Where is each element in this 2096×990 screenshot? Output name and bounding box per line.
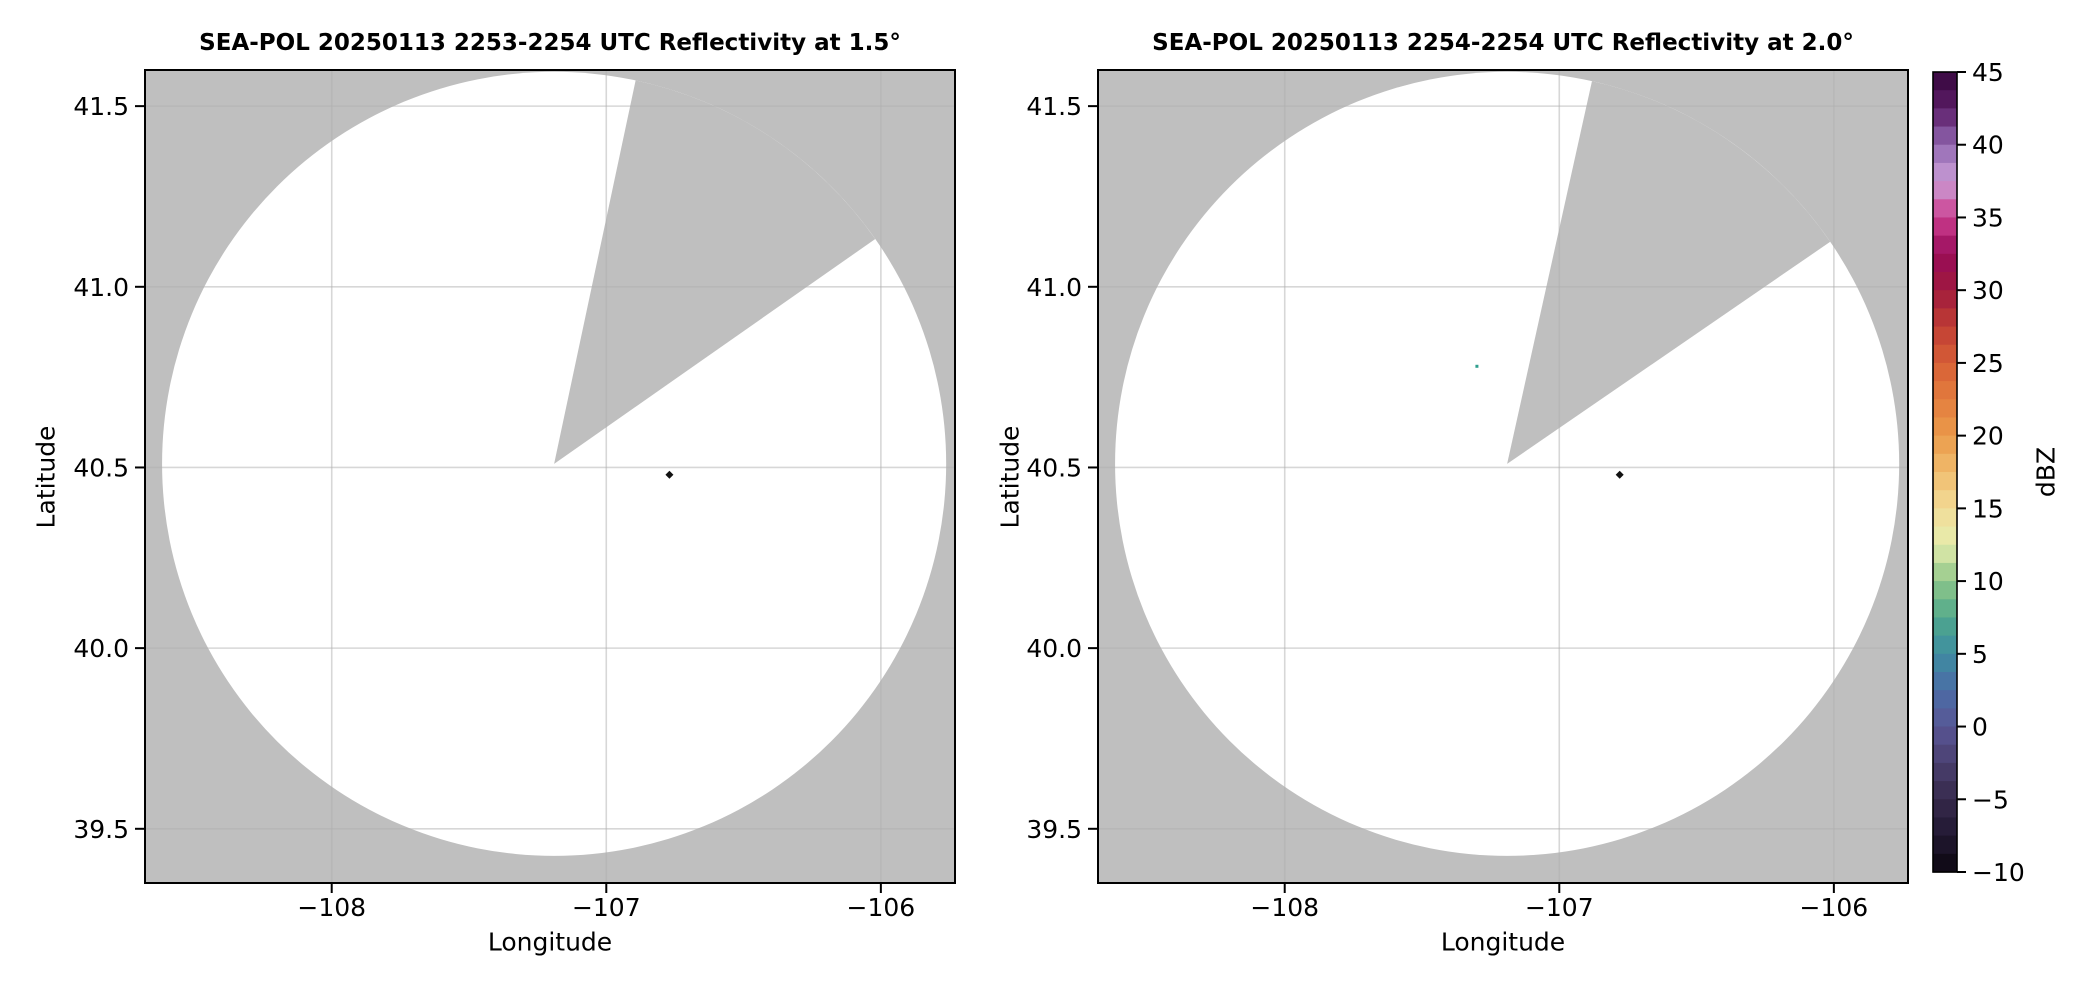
y-tick-label: 40.0 <box>73 634 129 663</box>
colorbar-segment <box>1933 362 1957 382</box>
colorbar-tick-label: −10 <box>1972 858 2025 887</box>
colorbar-segment <box>1933 726 1957 746</box>
panel-title-right: SEA-POL 20250113 2254-2254 UTC Reflectiv… <box>1152 30 1854 56</box>
colorbar-tick-label: 15 <box>1972 494 2004 523</box>
colorbar-segment <box>1933 272 1957 291</box>
colorbar-segment <box>1933 381 1957 400</box>
colorbar-segment <box>1933 399 1957 419</box>
colorbar-tick-label: 20 <box>1972 422 2004 451</box>
x-axis-label-right: Longitude <box>1440 927 1566 957</box>
colorbar-tick-label: 0 <box>1972 713 1988 742</box>
colorbar-segment <box>1933 544 1957 564</box>
colorbar-segment <box>1933 253 1957 273</box>
colorbar-tick-label: 25 <box>1972 349 2004 378</box>
echo-marker <box>1475 364 1479 368</box>
y-axis-label-left: Latitude <box>31 425 61 528</box>
x-tick-label: −107 <box>572 893 641 922</box>
missing-data-sector <box>554 80 876 464</box>
colorbar-segment <box>1933 162 1957 182</box>
colorbar-segment <box>1933 744 1957 764</box>
colorbar-tick-label: 45 <box>1972 58 2004 87</box>
x-tick-label: −106 <box>847 893 916 922</box>
y-tick-label: 40.0 <box>1026 634 1082 663</box>
y-axis-label-right: Latitude <box>995 425 1025 528</box>
x-axis-label-left: Longitude <box>487 927 613 957</box>
colorbar-segment <box>1933 508 1957 528</box>
colorbar-segment <box>1933 217 1957 237</box>
colorbar-segment <box>1933 181 1957 200</box>
colorbar-segment <box>1933 635 1957 655</box>
colorbar-segment <box>1933 144 1957 164</box>
colorbar-tick-label: 10 <box>1972 567 2004 596</box>
colorbar-segment <box>1933 490 1957 509</box>
y-tick-label: 39.5 <box>1026 815 1082 844</box>
x-tick-label: −106 <box>1800 893 1869 922</box>
colorbar-segment <box>1933 653 1957 673</box>
axes-spine <box>144 69 956 884</box>
colorbar-segment <box>1933 472 1957 491</box>
colorbar-tick-label: 35 <box>1972 203 2004 232</box>
colorbar-segment <box>1933 708 1957 728</box>
x-tick-label: −108 <box>297 893 366 922</box>
colorbar-tick-label: 30 <box>1972 276 2004 305</box>
x-tick-label: −107 <box>1525 893 1594 922</box>
panel-title-left: SEA-POL 20250113 2253-2254 UTC Reflectiv… <box>199 30 901 56</box>
colorbar-outline <box>1932 71 1958 873</box>
y-tick-label: 40.5 <box>1026 453 1082 482</box>
colorbar-segment <box>1933 817 1957 837</box>
colorbar-tick-label: 40 <box>1972 131 2004 160</box>
colorbar-segment <box>1933 108 1957 128</box>
colorbar-segment <box>1933 835 1957 855</box>
colorbar-segment <box>1933 344 1957 364</box>
colorbar-segment <box>1933 126 1957 146</box>
colorbar-segment <box>1933 853 1957 873</box>
echo-marker <box>1615 470 1624 479</box>
axes-spine <box>1097 69 1909 884</box>
colorbar-segment <box>1933 762 1957 782</box>
colorbar-segment <box>1933 799 1957 819</box>
y-tick-label: 40.5 <box>73 453 129 482</box>
colorbar-segment <box>1933 781 1957 800</box>
colorbar-segment <box>1933 617 1957 637</box>
missing-data-sector <box>1507 81 1831 464</box>
colorbar-segment <box>1933 308 1957 328</box>
echo-marker <box>665 470 674 479</box>
colorbar-label: dBZ <box>2031 446 2061 498</box>
colorbar-segment <box>1933 326 1957 346</box>
colorbar-segment <box>1933 199 1957 219</box>
colorbar-segment <box>1933 90 1957 109</box>
colorbar-segment <box>1933 453 1957 473</box>
colorbar-segment <box>1933 526 1957 546</box>
colorbar-segment <box>1933 599 1957 619</box>
y-tick-label: 41.5 <box>1026 92 1082 121</box>
colorbar-segment <box>1933 235 1957 255</box>
y-tick-label: 39.5 <box>73 815 129 844</box>
y-tick-label: 41.0 <box>73 273 129 302</box>
colorbar-segment <box>1933 672 1957 691</box>
colorbar-tick-label: 5 <box>1972 640 1988 669</box>
colorbar-segment <box>1933 435 1957 455</box>
colorbar-segment <box>1933 562 1957 582</box>
colorbar-segment <box>1933 581 1957 600</box>
x-tick-label: −108 <box>1250 893 1319 922</box>
colorbar-tick-label: −5 <box>1972 785 2009 814</box>
y-tick-label: 41.5 <box>73 92 129 121</box>
colorbar-segment <box>1933 690 1957 709</box>
colorbar-segment <box>1933 290 1957 309</box>
colorbar-segment <box>1933 417 1957 437</box>
y-tick-label: 41.0 <box>1026 273 1082 302</box>
colorbar-segment <box>1933 72 1957 91</box>
